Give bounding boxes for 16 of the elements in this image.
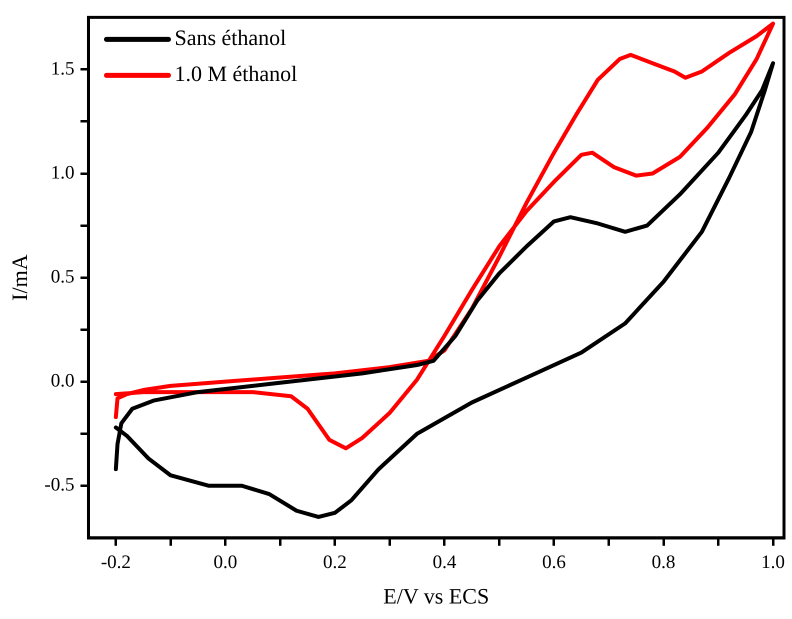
- legend-label: 1.0 M éthanol: [174, 61, 298, 86]
- legend-label: Sans éthanol: [174, 25, 286, 50]
- y-tick-label: 0.5: [50, 266, 74, 288]
- x-tick-label: 0.6: [542, 552, 566, 574]
- x-tick-label: 0.4: [432, 552, 457, 574]
- x-tick-label: 0.2: [323, 552, 347, 574]
- x-axis-title: E/V vs ECS: [383, 584, 490, 609]
- y-tick-label: 1.0: [50, 162, 74, 184]
- y-tick-label: -0.5: [44, 474, 74, 496]
- x-tick-label: 0.8: [652, 552, 676, 574]
- y-tick-label: 1.5: [50, 58, 74, 80]
- x-tick-label: 1.0: [761, 552, 785, 574]
- y-tick-label: 0.0: [50, 370, 74, 392]
- y-axis-title: I/mA: [6, 254, 32, 301]
- x-tick-label: -0.2: [100, 552, 131, 574]
- x-tick-label: 0.0: [214, 552, 238, 574]
